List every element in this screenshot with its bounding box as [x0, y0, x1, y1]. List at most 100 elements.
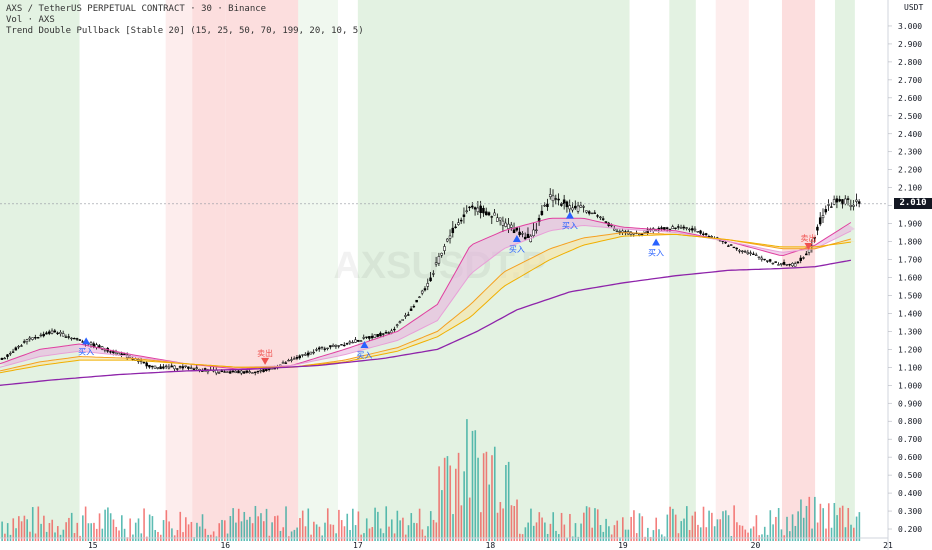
- volume-bar: [282, 527, 285, 542]
- candle-body: [682, 226, 686, 229]
- volume-bar: [552, 512, 555, 542]
- volume-bar: [635, 533, 638, 542]
- symbol-title[interactable]: AXS / TetherUS PERPETUAL CONTRACT · 30 ·…: [6, 4, 267, 14]
- ma-line-5: [0, 259, 852, 386]
- volume-bar: [772, 524, 774, 542]
- volume-bar: [730, 536, 733, 542]
- trend-band: [669, 0, 696, 538]
- volume-bar: [780, 529, 783, 542]
- price-tick-label: 1.300: [898, 327, 922, 336]
- candle-body: [685, 227, 688, 229]
- volume-bar: [549, 523, 552, 542]
- volume-bar: [235, 522, 237, 542]
- volume-bar: [788, 531, 791, 542]
- candle-body: [484, 211, 488, 216]
- volume-bar: [819, 503, 822, 542]
- price-tick-label: 2.300: [898, 148, 922, 157]
- volume-bar: [502, 508, 504, 542]
- volume-bar: [315, 524, 318, 542]
- candle-body: [501, 220, 505, 226]
- time-axis[interactable]: 15 16 17 18 19 20 21: [88, 541, 893, 550]
- volume-bar: [605, 518, 607, 542]
- candle-body: [345, 343, 349, 345]
- volume-bar: [338, 509, 340, 542]
- candle-body: [710, 236, 713, 238]
- volume-bar: [627, 529, 630, 542]
- volume-bar: [694, 511, 696, 542]
- candle-body: [301, 354, 304, 356]
- volume-bar: [43, 515, 45, 542]
- volume-bar: [488, 484, 490, 542]
- volume-bar: [763, 526, 766, 542]
- candle-body: [315, 349, 318, 351]
- volume-indicator-label[interactable]: Vol · AXS: [6, 15, 55, 25]
- volume-bar: [374, 507, 376, 542]
- volume-bar: [379, 528, 382, 542]
- volume-bar: [713, 526, 716, 542]
- volume-bar: [162, 520, 165, 542]
- strategy-indicator-label[interactable]: Trend Double Pullback [Stable 20] (15, 2…: [6, 26, 364, 36]
- trend-band: [298, 0, 338, 538]
- trend-band: [165, 0, 193, 538]
- buy-signal-marker: [360, 340, 369, 348]
- candle-body: [156, 367, 160, 369]
- volume-bar: [196, 522, 198, 542]
- volume-bar: [482, 453, 485, 542]
- volume-bar: [126, 537, 129, 542]
- price-tick-label: 2.200: [898, 166, 922, 175]
- candle-body: [585, 210, 588, 213]
- volume-bar: [647, 527, 649, 542]
- volume-bar: [510, 505, 513, 542]
- volume-bar: [357, 511, 360, 542]
- candle-body: [231, 370, 235, 373]
- volume-bar: [198, 526, 201, 542]
- candle-body: [409, 308, 413, 311]
- candle-body: [223, 371, 226, 373]
- volume-bar: [304, 526, 307, 542]
- trend-band: [192, 0, 226, 538]
- volume-bar: [45, 531, 48, 542]
- candle-body: [844, 198, 847, 205]
- candle-body: [162, 366, 165, 369]
- volume-bar: [599, 525, 602, 542]
- candle-body: [468, 206, 471, 209]
- volume-bar: [455, 468, 457, 542]
- candle-body: [334, 344, 338, 347]
- candle-body: [373, 334, 377, 338]
- candle-body: [821, 215, 825, 219]
- volume-bar: [752, 526, 755, 542]
- price-tick-label: 0.800: [898, 417, 922, 426]
- candle-body: [743, 250, 747, 253]
- volume-bar: [416, 523, 418, 542]
- candle-body: [265, 368, 268, 371]
- candle-body: [510, 224, 513, 228]
- volume-bar: [468, 497, 471, 542]
- candle-body: [11, 351, 15, 353]
- candle-body: [526, 233, 530, 238]
- volume-bar: [56, 526, 59, 542]
- last-price-badge: 2.010: [894, 198, 932, 210]
- volume-bar: [686, 506, 688, 542]
- volume-bar: [285, 506, 287, 542]
- price-tick-label: 2.100: [898, 184, 922, 193]
- volume-bar: [221, 519, 223, 542]
- volume-bar: [134, 522, 137, 542]
- candle-body: [565, 201, 569, 208]
- candle-body: [677, 226, 680, 228]
- candle-body: [665, 227, 669, 229]
- candle-body: [404, 315, 407, 317]
- trend-band: [715, 0, 749, 538]
- volume-bar: [666, 514, 669, 542]
- volume-bar: [786, 516, 788, 542]
- price-axis[interactable]: 0.200 0.300 0.400 0.500 0.600 0.700 0.800 0.900…: [888, 22, 922, 534]
- candle-body: [192, 368, 196, 370]
- candle-body: [376, 334, 379, 337]
- price-tick-label: 0.500: [898, 471, 922, 480]
- volume-bar: [87, 523, 90, 542]
- price-tick-label: 1.900: [898, 220, 922, 229]
- price-tick-label: 0.400: [898, 489, 922, 498]
- volume-bar: [443, 457, 446, 542]
- candle-body: [112, 351, 115, 353]
